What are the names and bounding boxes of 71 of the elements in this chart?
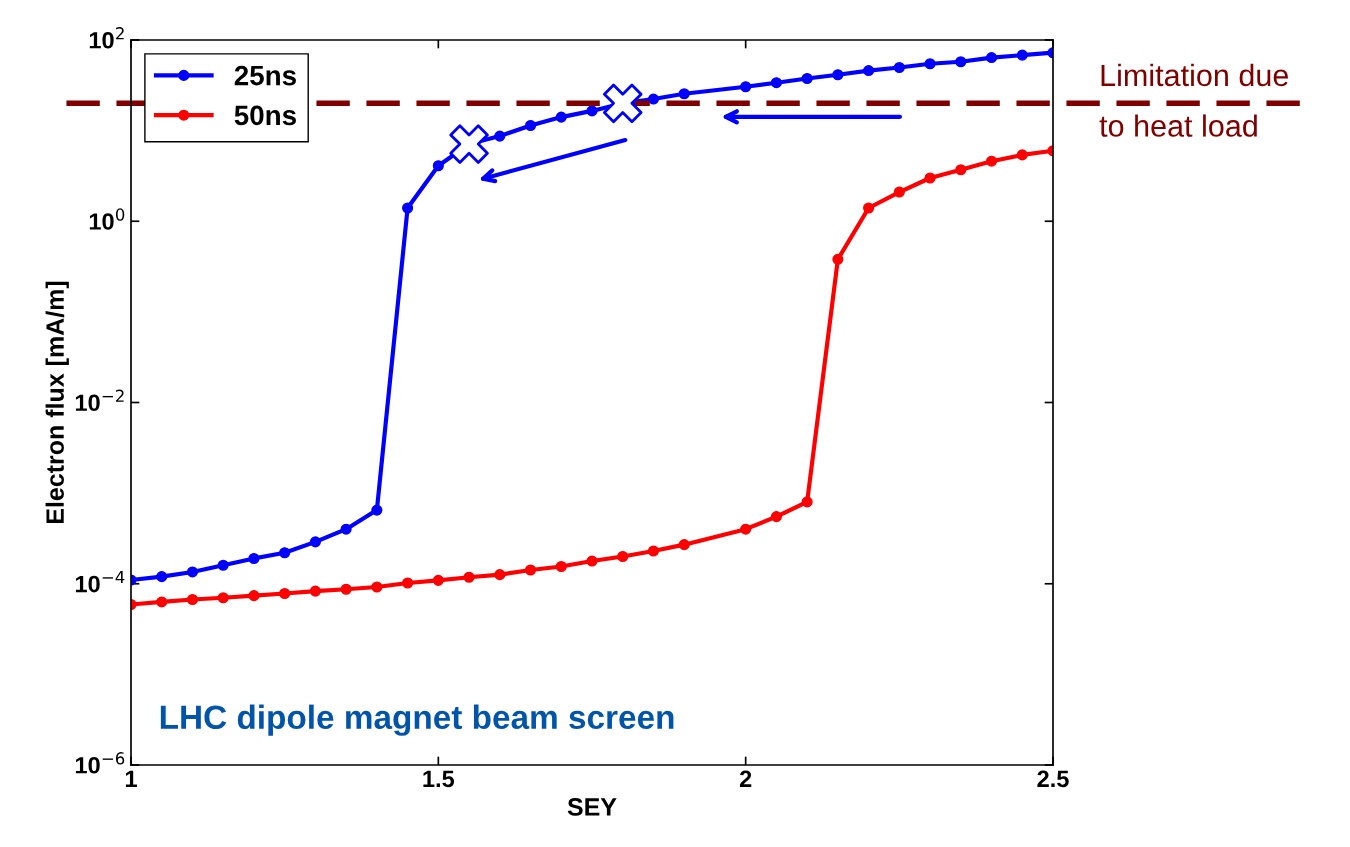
point xyxy=(617,550,629,563)
point xyxy=(555,560,567,573)
point xyxy=(217,592,229,604)
point xyxy=(924,172,936,184)
point xyxy=(186,566,199,578)
x-tick-label: 1 xyxy=(125,770,137,787)
y-axis-title: Electron flux [mA/m] xyxy=(45,281,69,524)
point xyxy=(309,585,321,597)
point xyxy=(678,539,690,551)
x-tick-label: 2 xyxy=(739,770,752,787)
y-tick-label: 10$^{−2}$ xyxy=(75,389,124,412)
point xyxy=(309,536,321,548)
point xyxy=(402,577,414,589)
point xyxy=(494,569,506,581)
x-tick-label: 2.5 xyxy=(1037,770,1069,788)
point xyxy=(340,583,352,595)
point xyxy=(432,574,444,586)
point xyxy=(463,571,475,583)
point xyxy=(863,65,875,77)
point xyxy=(647,545,660,557)
point xyxy=(217,559,229,571)
y-tick-label: 10$^{−6}$ xyxy=(75,752,125,774)
point xyxy=(248,590,260,602)
point xyxy=(863,202,875,214)
point xyxy=(371,504,383,516)
legend-label: 25ns xyxy=(234,65,296,86)
point xyxy=(494,130,506,142)
point xyxy=(955,164,967,176)
point xyxy=(555,111,567,123)
point xyxy=(678,88,690,100)
point xyxy=(602,83,643,124)
point xyxy=(371,581,383,593)
point xyxy=(801,496,813,508)
x-tick-label: 1.5 xyxy=(423,770,455,788)
x-axis-title: SEY xyxy=(567,798,617,816)
point xyxy=(279,547,291,559)
ref-line-label: Limitation due to heat load xyxy=(1099,63,1288,137)
point xyxy=(985,155,998,167)
point xyxy=(279,587,291,600)
point xyxy=(524,564,537,576)
point xyxy=(340,523,352,535)
point xyxy=(801,72,813,85)
annotation: LHC dipole magnet beam screen xyxy=(160,704,674,736)
legend-label: 50ns xyxy=(234,105,296,126)
point xyxy=(586,555,598,567)
point xyxy=(893,186,905,198)
point xyxy=(402,202,414,214)
point xyxy=(770,77,782,89)
point xyxy=(1016,149,1028,161)
point xyxy=(156,596,168,608)
point xyxy=(186,593,199,606)
point xyxy=(985,52,998,64)
point xyxy=(832,69,844,81)
y-tick-label: 10$^{2}$ xyxy=(89,27,124,49)
point xyxy=(432,160,444,172)
point xyxy=(770,511,782,523)
point xyxy=(832,253,844,265)
y-tick-label: 10$^{−4}$ xyxy=(75,571,125,593)
point xyxy=(893,61,905,74)
point xyxy=(924,58,936,70)
point xyxy=(524,119,537,132)
point xyxy=(248,552,260,565)
point xyxy=(647,93,660,105)
point xyxy=(156,571,168,583)
point xyxy=(586,105,598,117)
point xyxy=(955,56,967,68)
point xyxy=(740,81,752,93)
y-tick-label: 10$^{0}$ xyxy=(89,208,125,230)
point xyxy=(1016,49,1028,61)
point xyxy=(740,523,752,535)
point xyxy=(449,124,489,164)
